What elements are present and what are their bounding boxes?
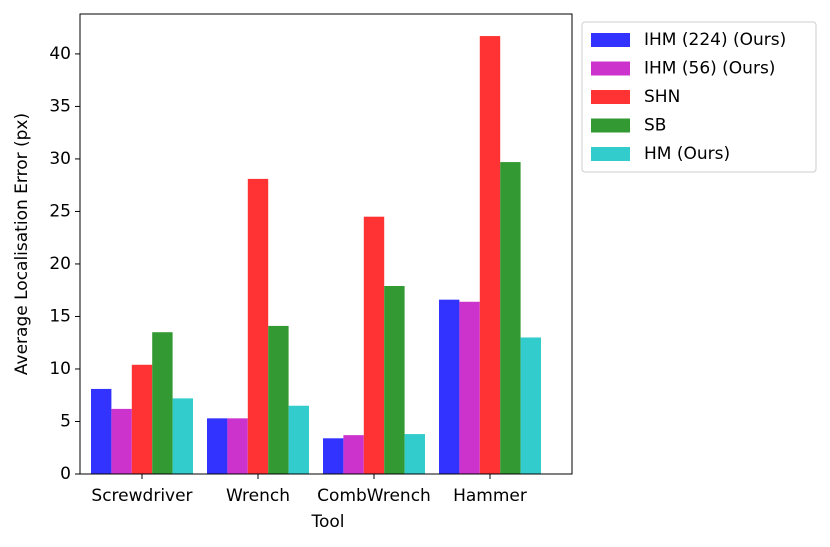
- bar: [520, 337, 541, 474]
- y-tick-label: 20: [49, 254, 71, 274]
- bar: [500, 162, 521, 474]
- bar: [384, 286, 405, 474]
- legend-swatch: [591, 90, 630, 104]
- x-tick-label: Hammer: [453, 486, 527, 506]
- bar: [268, 325, 289, 474]
- legend-swatch: [591, 33, 630, 47]
- y-tick-label: 5: [60, 411, 71, 431]
- bar: [404, 434, 425, 474]
- x-tick-label: Wrench: [226, 486, 290, 506]
- legend-swatch: [591, 61, 630, 76]
- bar: [247, 178, 269, 474]
- bar: [343, 435, 364, 474]
- y-tick-label: 40: [49, 44, 71, 64]
- bar: [479, 36, 501, 474]
- y-axis-label: Average Localisation Error (px): [12, 113, 32, 375]
- bar: [363, 216, 385, 474]
- legend-label: IHM (224) (Ours): [644, 30, 786, 50]
- bar: [323, 438, 344, 474]
- legend-label: SB: [644, 116, 666, 136]
- bar: [172, 398, 193, 474]
- legend-swatch: [591, 118, 630, 133]
- x-tick-label: CombWrench: [317, 486, 431, 506]
- bar: [439, 299, 460, 474]
- y-tick-label: 25: [49, 201, 71, 221]
- y-tick-label: 35: [49, 96, 71, 116]
- plot-frame: [79, 13, 573, 475]
- bar: [459, 301, 480, 474]
- bar: [227, 418, 248, 474]
- bar: [288, 405, 309, 474]
- x-axis-label: Tool: [310, 512, 344, 532]
- legend-box: [581, 21, 817, 173]
- legend-label: HM (Ours): [644, 144, 730, 164]
- y-tick-label: 10: [49, 359, 71, 379]
- legend-label: SHN: [644, 87, 680, 107]
- y-tick-label: 15: [49, 306, 71, 326]
- bar: [131, 364, 153, 474]
- bar: [111, 408, 132, 474]
- y-tick-label: 0: [60, 464, 71, 484]
- bar: [91, 388, 112, 474]
- legend-swatch: [591, 147, 630, 161]
- bar: [207, 418, 228, 474]
- x-tick-label: Screwdriver: [91, 486, 192, 506]
- bar: [152, 332, 173, 474]
- legend-label: IHM (56) (Ours): [644, 59, 775, 79]
- y-tick-label: 30: [49, 149, 71, 169]
